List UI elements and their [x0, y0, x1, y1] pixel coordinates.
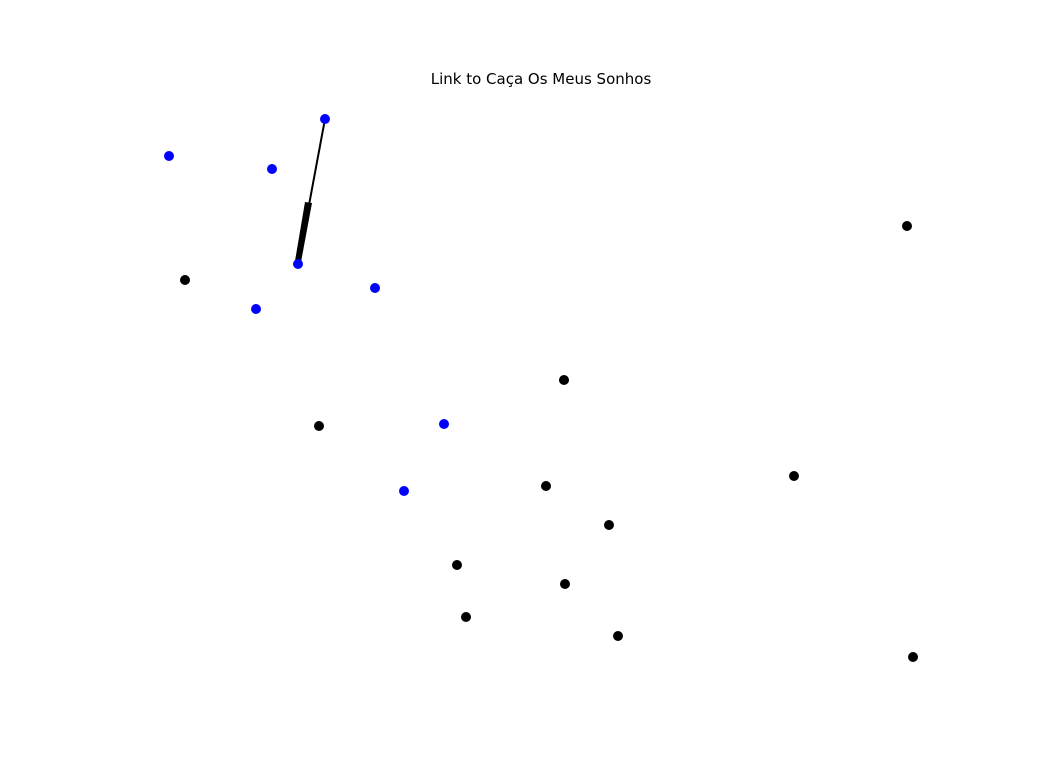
graph-node-regular [902, 221, 912, 231]
graph-node-regular [559, 375, 569, 385]
graph-node-regular [908, 652, 918, 662]
graph-node-regular [560, 579, 570, 589]
graph-node-regular [452, 560, 462, 570]
edge-arrowhead [295, 202, 312, 262]
graph-node-regular [461, 612, 471, 622]
graph-node-highlighted [399, 486, 409, 496]
graph-node-highlighted [251, 304, 261, 314]
graph-node-highlighted [320, 114, 330, 124]
graph-node-regular [613, 631, 623, 641]
graph-node-regular [604, 520, 614, 530]
graph-node-highlighted [370, 283, 380, 293]
graph-node-regular [541, 481, 551, 491]
nodes-layer [164, 114, 918, 662]
graph-node-highlighted [439, 419, 449, 429]
edges-layer [295, 118, 326, 265]
graph-node-regular [314, 421, 324, 431]
graph-node-regular [789, 471, 799, 481]
graph-node-regular [180, 275, 190, 285]
graph-node-highlighted [293, 259, 303, 269]
graph-node-highlighted [164, 151, 174, 161]
graph-node-highlighted [267, 164, 277, 174]
figure-title: Link to Caça Os Meus Sonhos [431, 70, 652, 88]
